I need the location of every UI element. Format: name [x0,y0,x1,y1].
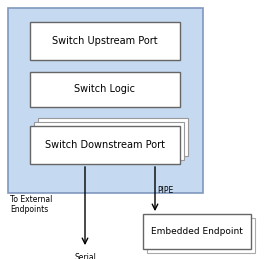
Bar [143,214,251,249]
Text: Switch Downstream Port: Switch Downstream Port [45,140,165,150]
Bar [38,118,188,156]
Bar [30,126,180,164]
Bar [147,218,255,253]
Bar [30,72,180,107]
Text: Embedded Endpoint: Embedded Endpoint [151,227,243,236]
Text: Serial: Serial [74,253,96,259]
Text: Switch Upstream Port: Switch Upstream Port [52,36,158,46]
Text: To External
Endpoints: To External Endpoints [10,195,52,214]
Bar [34,122,184,160]
Text: Switch Logic: Switch Logic [74,84,135,95]
Bar [30,22,180,60]
Bar [8,8,203,193]
Text: PIPE: PIPE [157,186,173,195]
